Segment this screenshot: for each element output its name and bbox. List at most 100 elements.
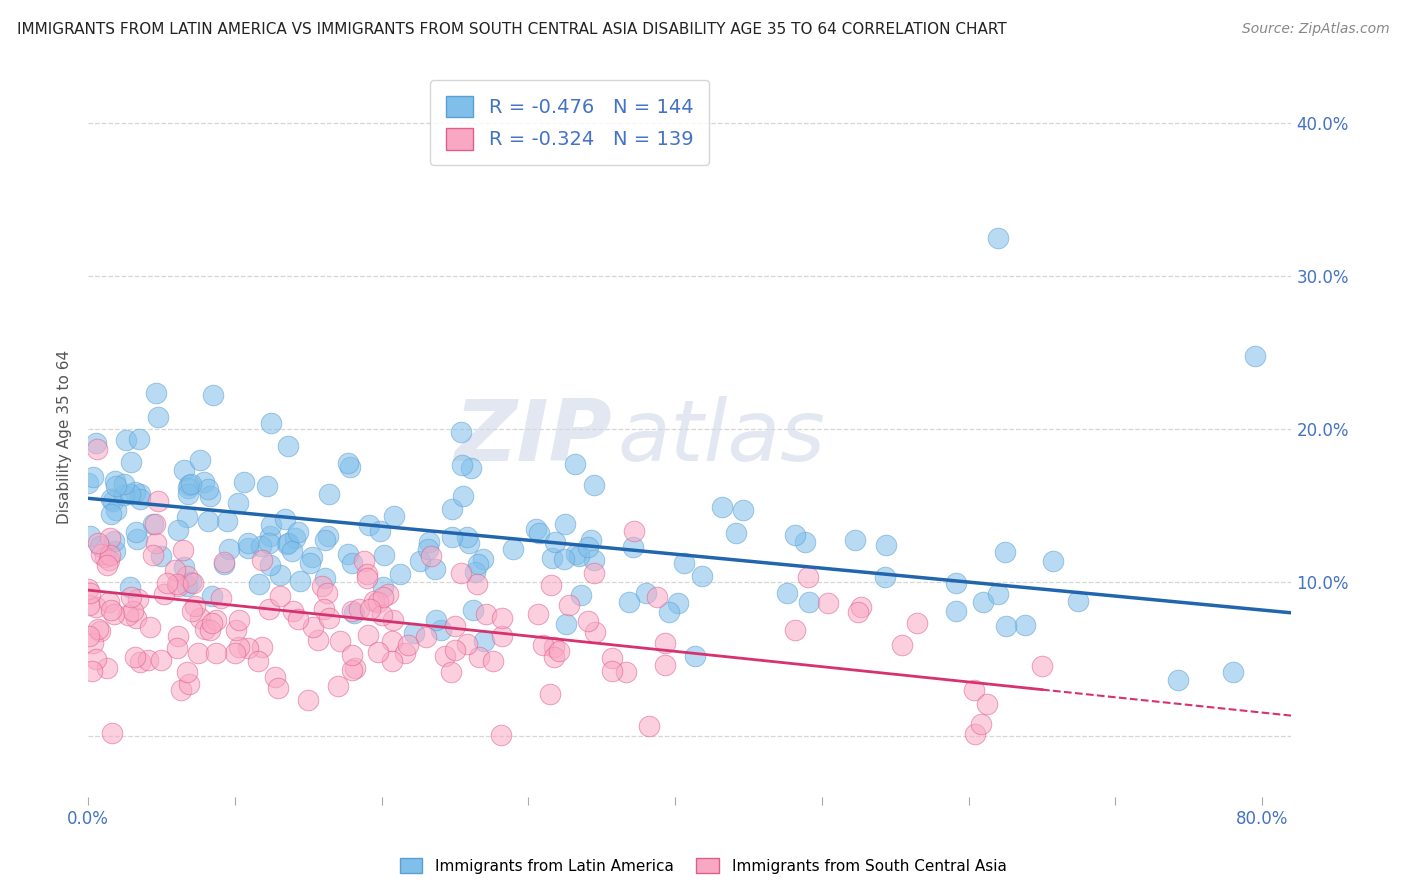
Point <box>177 478 200 492</box>
Point <box>683 648 706 663</box>
Point <box>181 575 204 590</box>
Point <box>404 626 426 640</box>
Point <box>329 634 352 648</box>
Point <box>873 569 896 583</box>
Point <box>307 632 329 647</box>
Point <box>77 598 100 612</box>
Point <box>337 547 360 561</box>
Point <box>564 457 586 471</box>
Point <box>274 511 297 525</box>
Point <box>731 503 754 517</box>
Point <box>176 569 198 583</box>
Point <box>710 500 733 514</box>
Point <box>531 638 554 652</box>
Point <box>440 530 463 544</box>
Point <box>430 623 453 637</box>
Point <box>150 653 173 667</box>
Point <box>785 527 807 541</box>
Text: atlas: atlas <box>617 395 825 479</box>
Point <box>84 652 107 666</box>
Point <box>129 655 152 669</box>
Point <box>297 692 319 706</box>
Point <box>467 557 489 571</box>
Point <box>287 612 309 626</box>
Point <box>311 579 333 593</box>
Point <box>177 486 200 500</box>
Legend: Immigrants from Latin America, Immigrants from South Central Asia: Immigrants from Latin America, Immigrant… <box>394 852 1012 880</box>
Point <box>98 595 121 609</box>
Point <box>180 574 202 589</box>
Point <box>218 542 240 557</box>
Point <box>176 665 198 680</box>
Point <box>568 549 591 563</box>
Point <box>125 611 148 625</box>
Point <box>103 607 125 621</box>
Point <box>112 488 135 502</box>
Point <box>456 530 478 544</box>
Point <box>259 558 281 572</box>
Point <box>666 596 689 610</box>
Point <box>359 518 381 533</box>
Point <box>474 607 496 621</box>
Point <box>193 475 215 489</box>
Point <box>167 629 190 643</box>
Point <box>281 544 304 558</box>
Point <box>166 641 188 656</box>
Point <box>247 654 270 668</box>
Point <box>672 556 695 570</box>
Point <box>128 491 150 506</box>
Point <box>198 489 221 503</box>
Point <box>181 603 204 617</box>
Point <box>166 577 188 591</box>
Point <box>381 654 404 668</box>
Point <box>543 640 565 654</box>
Point <box>440 502 463 516</box>
Point <box>318 611 340 625</box>
Point <box>101 494 124 508</box>
Point <box>540 578 562 592</box>
Point <box>994 619 1017 633</box>
Point <box>226 496 249 510</box>
Point <box>269 567 291 582</box>
Point <box>136 653 159 667</box>
Point <box>89 624 111 639</box>
Point <box>582 477 605 491</box>
Point <box>527 607 550 622</box>
Point <box>187 646 209 660</box>
Point <box>363 594 385 608</box>
Point <box>120 580 142 594</box>
Point <box>284 531 307 545</box>
Point <box>619 595 641 609</box>
Point <box>114 433 136 447</box>
Point <box>150 549 173 563</box>
Point <box>173 560 195 574</box>
Point <box>86 442 108 456</box>
Point <box>236 641 259 656</box>
Point <box>201 616 224 631</box>
Point <box>148 494 170 508</box>
Point <box>373 548 395 562</box>
Point <box>100 507 122 521</box>
Point <box>555 617 578 632</box>
Point <box>163 563 186 577</box>
Point <box>155 576 177 591</box>
Point <box>129 487 152 501</box>
Point <box>875 537 897 551</box>
Point <box>188 453 211 467</box>
Point <box>104 475 127 489</box>
Point <box>215 514 238 528</box>
Point <box>256 479 278 493</box>
Point <box>353 554 375 568</box>
Point <box>890 638 912 652</box>
Point <box>316 529 339 543</box>
Point <box>263 670 285 684</box>
Point <box>434 649 457 664</box>
Point <box>77 476 100 491</box>
Point <box>450 566 472 581</box>
Point <box>654 636 676 650</box>
Point <box>173 463 195 477</box>
Point <box>576 540 599 554</box>
Point <box>177 481 200 495</box>
Point <box>316 585 339 599</box>
Point <box>84 600 107 615</box>
